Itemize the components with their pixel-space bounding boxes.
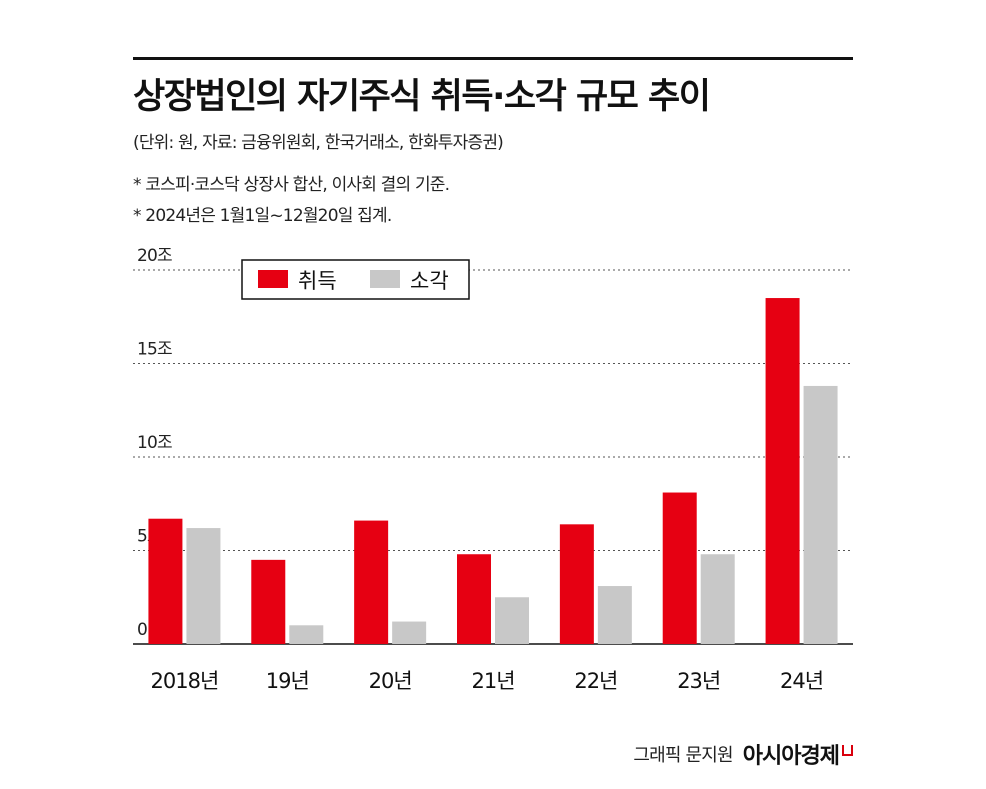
bar-retirement <box>803 385 838 644</box>
x-tick-label: 19년 <box>266 669 309 693</box>
bar-retirement <box>700 554 735 644</box>
top-rule <box>133 57 853 60</box>
brand-mark-icon <box>842 744 853 756</box>
y-tick-label: 10조 <box>137 433 172 453</box>
note-1: * 코스피·코스닥 상장사 합산, 이사회 결의 기준. <box>133 175 450 195</box>
y-tick-label: 15조 <box>137 340 172 360</box>
note-2: * 2024년은 1월1일~12월20일 집계. <box>133 206 392 226</box>
legend-swatch <box>258 270 288 288</box>
x-tick-label: 2018년 <box>151 669 219 693</box>
bar-retirement <box>597 586 632 644</box>
y-tick-label: 0 <box>137 620 147 640</box>
bar-acquisition <box>457 554 491 644</box>
chart-subtitle: (단위: 원, 자료: 금융위원회, 한국거래소, 한화투자증권) <box>133 133 504 153</box>
legend-label: 소각 <box>410 269 449 293</box>
bar-retirement <box>186 528 221 644</box>
x-tick-label: 22년 <box>574 669 617 693</box>
bar-acquisition <box>148 518 183 644</box>
x-tick-label: 21년 <box>471 669 514 693</box>
x-tick-label: 23년 <box>677 669 720 693</box>
graphic-credit: 그래픽 문지원 <box>633 745 733 766</box>
bar-acquisition <box>559 524 594 644</box>
legend-label: 취득 <box>298 269 337 293</box>
bar-acquisition <box>251 559 286 644</box>
credit: 그래픽 문지원 아시아경제 <box>633 738 853 770</box>
legend-swatch <box>370 270 400 288</box>
brand-logo: 아시아경제 <box>742 744 840 769</box>
bar-retirement <box>289 625 324 644</box>
bar-acquisition <box>765 298 800 644</box>
x-tick-label: 20년 <box>369 669 412 693</box>
bar-acquisition <box>662 492 697 644</box>
chart-title: 상장법인의 자기주식 취득·소각 규모 추이 <box>133 77 711 117</box>
bar-retirement <box>495 597 529 644</box>
bar-retirement <box>392 621 427 644</box>
x-tick-label: 24년 <box>780 669 823 693</box>
y-tick-label: 20조 <box>137 246 172 266</box>
bar-acquisition <box>354 520 389 644</box>
